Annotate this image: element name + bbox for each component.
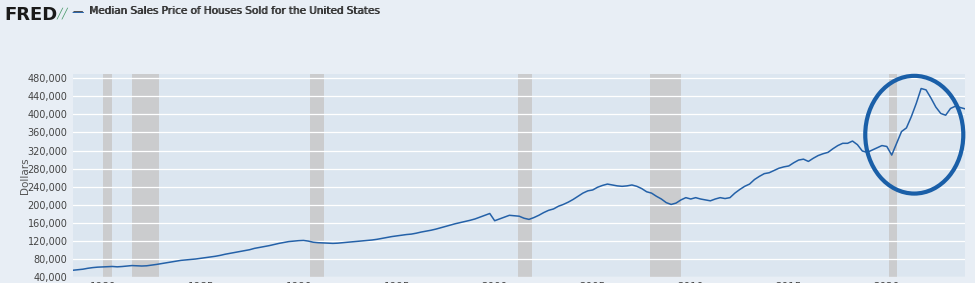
Text: FRED: FRED bbox=[5, 6, 58, 24]
Text: Median Sales Price of Houses Sold for the United States: Median Sales Price of Houses Sold for th… bbox=[89, 6, 379, 16]
Y-axis label: Dollars: Dollars bbox=[20, 157, 30, 194]
Bar bbox=[310, 74, 324, 277]
Bar bbox=[102, 74, 112, 277]
Bar bbox=[518, 74, 532, 277]
Text: —: — bbox=[71, 6, 84, 19]
Text: —  Median Sales Price of Houses Sold for the United States: — Median Sales Price of Houses Sold for … bbox=[73, 6, 380, 16]
Bar bbox=[889, 74, 897, 277]
Bar bbox=[649, 74, 681, 277]
Bar bbox=[132, 74, 159, 277]
Text: ╱╱: ╱╱ bbox=[57, 7, 68, 19]
